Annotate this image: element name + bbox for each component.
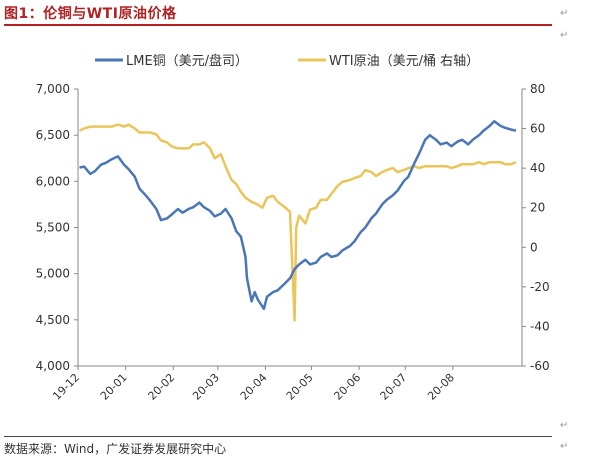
y-left-tick-label: 4,500	[36, 313, 70, 327]
y-right-tick-label: 80	[530, 82, 545, 96]
y-right-tick-label: -20	[530, 280, 550, 294]
y-left-tick-label: 6,500	[36, 128, 70, 142]
y-left-tick-label: 7,000	[36, 82, 70, 96]
paragraph-mark-icon: ↵	[560, 441, 569, 452]
y-axis-right-ticks: -60 -40 -20 0 20 40 60 80	[522, 82, 550, 373]
chart-legend: LME铜（美元/盘司） WTI原油（美元/桶 右轴）	[95, 53, 479, 69]
x-tick-label: 20-08	[425, 371, 457, 403]
paragraph-mark-icon: ↵	[560, 30, 569, 41]
x-tick-label: 20-06	[331, 371, 363, 403]
x-axis-ticks: 19-12 20-01 20-02 20-03 20-04 20-05 20-06 20-07…	[50, 366, 457, 403]
y-left-tick-label: 6,000	[36, 174, 70, 188]
y-axis-left-ticks: 4,000 4,500 5,000 5,500 6,000 6,500 7,000	[36, 82, 78, 373]
x-tick-label: 20-04	[238, 371, 270, 403]
paragraph-mark-icon: ↵	[560, 8, 569, 19]
y-right-tick-label: -40	[530, 319, 550, 333]
y-right-tick-label: -60	[530, 359, 550, 373]
chart-series	[79, 120, 517, 322]
y-right-tick-label: 60	[530, 122, 545, 136]
chart-axes	[77, 89, 523, 367]
figure-title: 图1：伦铜与WTI原油价格	[4, 6, 177, 22]
legend-label-lme: LME铜（美元/盘司）	[126, 53, 248, 69]
y-right-tick-label: 0	[530, 240, 538, 254]
bottom-rule	[4, 436, 552, 437]
paragraph-mark-icon: ↵	[560, 420, 569, 431]
legend-label-wti: WTI原油（美元/桶 右轴）	[329, 54, 479, 69]
y-left-tick-label: 5,500	[36, 221, 70, 235]
x-tick-label: 20-05	[284, 371, 316, 403]
y-right-tick-label: 40	[530, 161, 545, 175]
x-tick-label: 19-12	[50, 371, 82, 403]
title-underline	[4, 24, 552, 26]
series-line-lme	[79, 120, 517, 311]
x-tick-label: 20-02	[146, 371, 178, 403]
y-left-tick-label: 4,000	[36, 359, 70, 373]
series-line-wti	[79, 123, 517, 322]
x-tick-label: 20-01	[98, 371, 130, 403]
x-tick-label: 20-03	[190, 371, 222, 403]
y-left-tick-label: 5,000	[36, 267, 70, 281]
data-source-note: 数据来源：Wind，广发证券发展研究中心	[4, 442, 227, 456]
y-right-tick-label: 20	[530, 201, 545, 215]
x-tick-label: 20-07	[378, 371, 410, 403]
